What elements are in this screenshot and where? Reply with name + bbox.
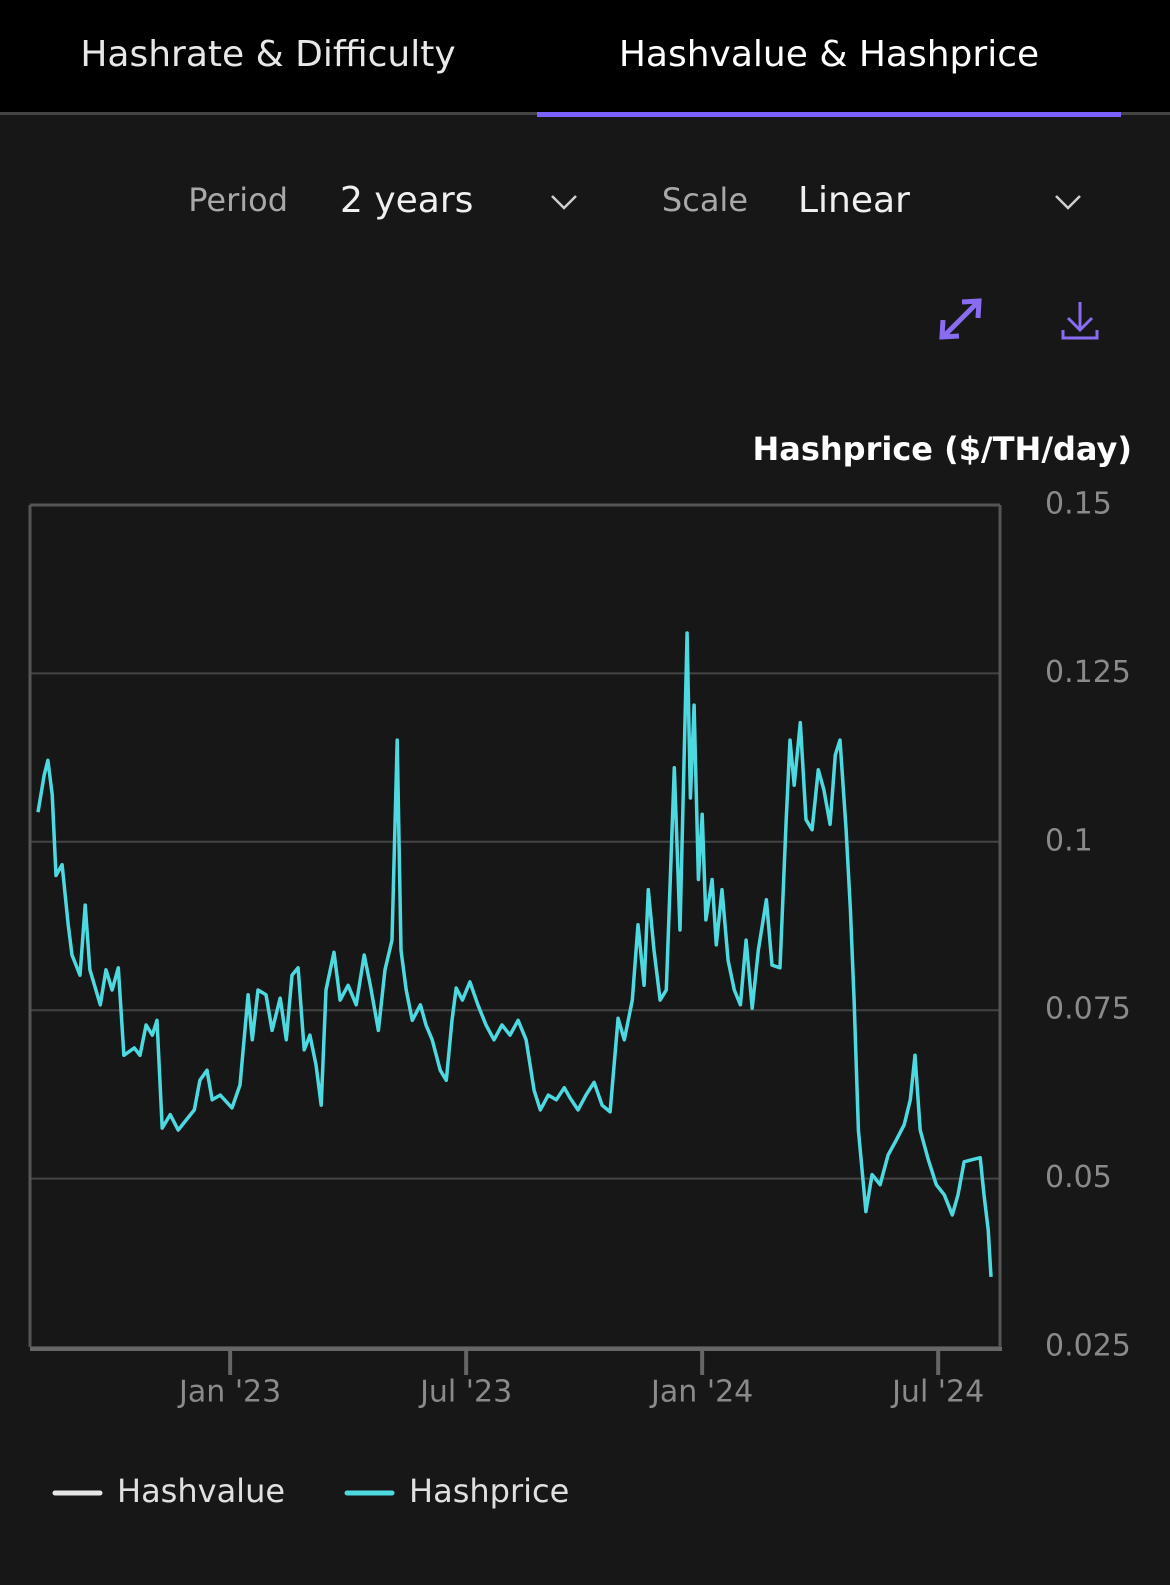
tab[interactable]: Hashrate & Difficulty <box>80 34 455 75</box>
tab-bar <box>0 0 1170 112</box>
x-tick-label: Jan '23 <box>177 1375 281 1410</box>
y-tick-label: 0.125 <box>1045 655 1131 690</box>
y-axis-title: Hashprice ($/TH/day) <box>752 430 1132 468</box>
legend-label: Hashprice <box>409 1472 569 1510</box>
control-label: Period <box>188 181 288 219</box>
y-tick-label: 0.025 <box>1045 1329 1131 1364</box>
dropdown-chevron[interactable] <box>1055 195 1081 210</box>
y-tick-label: 0.15 <box>1045 487 1112 522</box>
y-tick-label: 0.05 <box>1045 1160 1112 1195</box>
dropdown-value[interactable]: 2 years <box>340 180 473 221</box>
y-tick-label: 0.1 <box>1045 823 1093 858</box>
tab[interactable]: Hashvalue & Hashprice <box>619 34 1039 75</box>
control-label: Scale <box>662 181 748 219</box>
plot-frame <box>28 503 1002 1347</box>
expand-icon[interactable] <box>939 298 982 340</box>
dropdown-value[interactable]: Linear <box>798 180 910 221</box>
x-tick-label: Jul '24 <box>890 1375 984 1410</box>
legend-label: Hashvalue <box>117 1472 285 1510</box>
download-icon[interactable] <box>1061 302 1099 340</box>
dropdown-chevron[interactable] <box>551 195 577 210</box>
x-tick-label: Jan '24 <box>649 1375 753 1410</box>
data-line <box>36 631 993 1278</box>
active-tab-indicator <box>537 112 1121 117</box>
y-tick-label: 0.075 <box>1045 992 1131 1027</box>
chart: 0.025 0.05 0.075 0.1 0.125 0.15 Jan '23 Jul '23… <box>28 487 1131 1510</box>
x-tick-label: Jul '23 <box>418 1375 512 1410</box>
